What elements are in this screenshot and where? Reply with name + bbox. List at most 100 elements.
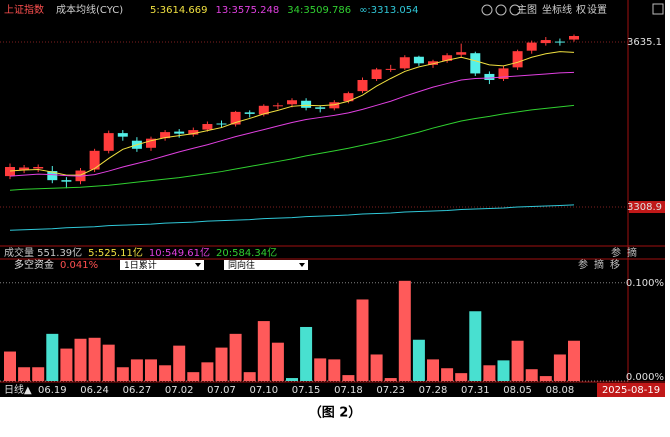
zoom-in-icon[interactable] <box>481 4 493 16</box>
zoom-out-icon[interactable] <box>495 4 507 16</box>
dropdown-label[interactable]: 1日累计 <box>124 259 157 271</box>
legend-entry: 13:3575.248 <box>215 5 279 16</box>
candle-body <box>146 138 156 148</box>
bar <box>60 348 73 381</box>
bar <box>286 378 298 381</box>
toolbar-button[interactable]: 权 <box>576 3 586 16</box>
toolbar-button[interactable]: 设置 <box>587 4 607 16</box>
bar <box>483 365 496 381</box>
candle-body <box>188 130 199 135</box>
bar <box>102 344 115 381</box>
panel-tool[interactable]: 参 <box>578 258 588 271</box>
x-tick-label: 07.31 <box>461 385 490 396</box>
dropdown[interactable] <box>224 260 308 270</box>
legend-entry: ∞:3313.054 <box>359 5 418 16</box>
toolbar-button[interactable]: 主图 <box>517 4 537 16</box>
tick-box <box>629 201 665 214</box>
volume-legend: 5:525.11亿 <box>88 246 143 259</box>
volume-legend: 成交量 551.39亿 <box>4 246 82 259</box>
caption: （图 2） <box>309 405 362 421</box>
candle-body <box>301 100 312 108</box>
candle-body <box>216 123 227 125</box>
bar <box>469 311 482 381</box>
y-tick-label: 0.000% <box>626 372 664 383</box>
bar <box>243 372 256 381</box>
candle-body <box>569 36 579 40</box>
candle-body <box>5 167 15 177</box>
candle-body <box>315 107 326 109</box>
ma-line <box>9 204 575 231</box>
bar <box>173 345 186 381</box>
more-icon[interactable] <box>509 4 521 16</box>
bar <box>455 373 468 381</box>
candle-body <box>19 167 30 171</box>
y-tick-label: 3308.9 <box>627 202 662 213</box>
ma-line <box>9 51 575 176</box>
current-value: 0.041% <box>60 260 98 271</box>
bar <box>46 333 59 381</box>
candle-body <box>33 167 44 169</box>
toolbar-button[interactable]: 坐标线 <box>542 3 572 16</box>
bar <box>4 351 16 381</box>
date-box <box>597 383 665 397</box>
dropdown-arrow <box>195 263 201 267</box>
x-tick-label: 06.24 <box>80 385 109 396</box>
candle-body <box>103 133 114 151</box>
candle-body <box>442 55 453 61</box>
panel-tool[interactable]: 移 <box>610 258 620 271</box>
bar <box>427 359 439 381</box>
bar <box>229 333 242 381</box>
candle-body <box>258 105 269 115</box>
x-tick-label: 06.19 <box>38 385 67 396</box>
candle-body <box>61 180 72 182</box>
candle-body <box>512 51 523 68</box>
panel-tool[interactable]: 摘 <box>627 246 637 259</box>
bar <box>539 376 552 381</box>
candle-body <box>343 93 354 102</box>
x-tick-label: 07.02 <box>165 385 194 396</box>
x-tick-label: 07.07 <box>207 385 236 396</box>
bar <box>441 368 454 381</box>
x-tick-label: 07.10 <box>249 385 278 396</box>
bar <box>271 342 284 381</box>
candle-body <box>526 42 537 51</box>
bar <box>398 280 411 381</box>
bar <box>18 367 31 381</box>
candle-body <box>244 112 255 114</box>
dropdown-label[interactable]: 同向往 <box>228 259 255 271</box>
panel-tool[interactable]: 参 <box>611 246 621 259</box>
bar <box>88 337 101 381</box>
bar <box>257 321 270 381</box>
candle-body <box>202 124 213 130</box>
candle-body <box>456 52 467 55</box>
candle-body <box>174 131 185 134</box>
candle-body <box>413 56 424 64</box>
bar <box>553 354 566 381</box>
period-label: 日线▲ <box>4 383 32 396</box>
x-tick-label: 06.27 <box>123 385 152 396</box>
panel-tool[interactable]: 摘 <box>594 258 604 271</box>
candle-body <box>287 100 297 105</box>
dropdown-arrow <box>299 263 305 267</box>
volume-legend: 20:584.34亿 <box>216 246 277 259</box>
candle-body <box>399 57 410 69</box>
bar <box>130 359 143 381</box>
dropdown[interactable] <box>120 260 204 270</box>
candle-body <box>428 61 438 65</box>
bar <box>497 360 510 381</box>
x-tick-label: 08.05 <box>503 385 532 396</box>
candle-body <box>47 171 58 181</box>
symbol: 上证指数 <box>4 3 44 16</box>
candle-body <box>357 80 368 92</box>
candle-body <box>540 40 551 44</box>
panel-title: 多空资金 <box>14 258 54 271</box>
candle-body <box>498 68 509 79</box>
close-icon[interactable] <box>652 3 664 15</box>
y-tick-label: 0.100% <box>626 278 664 289</box>
bar <box>145 359 157 381</box>
background <box>0 0 665 397</box>
bar <box>215 347 228 381</box>
bar <box>568 340 580 381</box>
candle-body <box>117 133 128 137</box>
